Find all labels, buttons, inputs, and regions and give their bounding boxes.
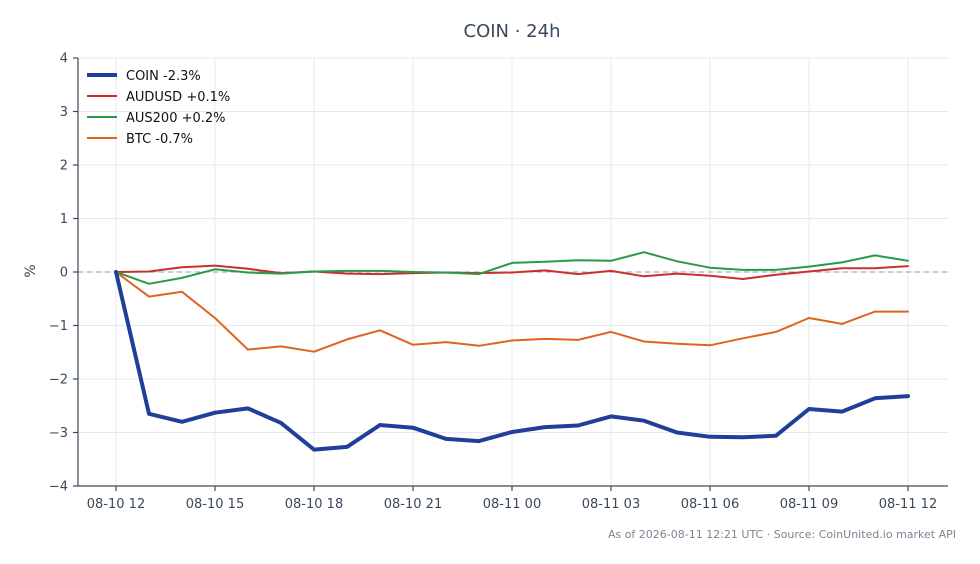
x-tick-label: 08-11 09	[780, 497, 838, 512]
x-tick-label: 08-10 15	[186, 497, 244, 512]
legend-item: BTC -0.7%	[87, 132, 193, 147]
y-tick-label: 2	[60, 159, 68, 174]
y-tick-label: 4	[60, 52, 68, 67]
y-tick-label: 1	[60, 212, 68, 227]
legend-label: COIN -2.3%	[126, 69, 201, 84]
y-tick-label: −4	[49, 480, 68, 495]
series-line-coin	[114, 270, 910, 452]
x-tick-label: 08-10 18	[285, 497, 343, 512]
y-tick-label: 0	[60, 266, 68, 281]
series-line-btc	[115, 271, 909, 353]
y-tick-label: −2	[49, 373, 68, 388]
legend-item: AUDUSD +0.1%	[87, 90, 230, 105]
x-tick-label: 08-10 12	[87, 497, 145, 512]
series-line-aus200	[115, 251, 909, 285]
series	[114, 251, 910, 452]
x-tick-label: 08-11 12	[879, 497, 937, 512]
series-line-audusd	[115, 264, 909, 280]
tick-labels: −4 −3 −2 −1 0 1 2 3 4 08-10 12 08-10 15 08-10 18 08-…	[49, 52, 937, 513]
footer-source: As of 2026-08-11 12:21 UTC · Source: Coi…	[608, 528, 956, 541]
legend-label: AUDUSD +0.1%	[126, 90, 230, 105]
x-tick-label: 08-11 00	[483, 497, 541, 512]
y-tick-label: −3	[49, 426, 68, 441]
legend-item: COIN -2.3%	[87, 69, 201, 84]
legend-label: AUS200 +0.2%	[126, 111, 226, 126]
y-axis-label: %	[23, 264, 39, 277]
x-tick-label: 08-11 03	[582, 497, 640, 512]
y-tick-label: 3	[60, 105, 68, 120]
chart-title: COIN · 24h	[464, 21, 561, 42]
y-tick-label: −1	[49, 319, 68, 334]
legend-label: BTC -0.7%	[126, 132, 193, 147]
legend: COIN -2.3% AUDUSD +0.1% AUS200 +0.2% BTC -0…	[87, 69, 230, 147]
legend-item: AUS200 +0.2%	[87, 111, 226, 126]
x-tick-label: 08-11 06	[681, 497, 739, 512]
x-tick-label: 08-10 21	[384, 497, 442, 512]
axes	[73, 57, 948, 491]
